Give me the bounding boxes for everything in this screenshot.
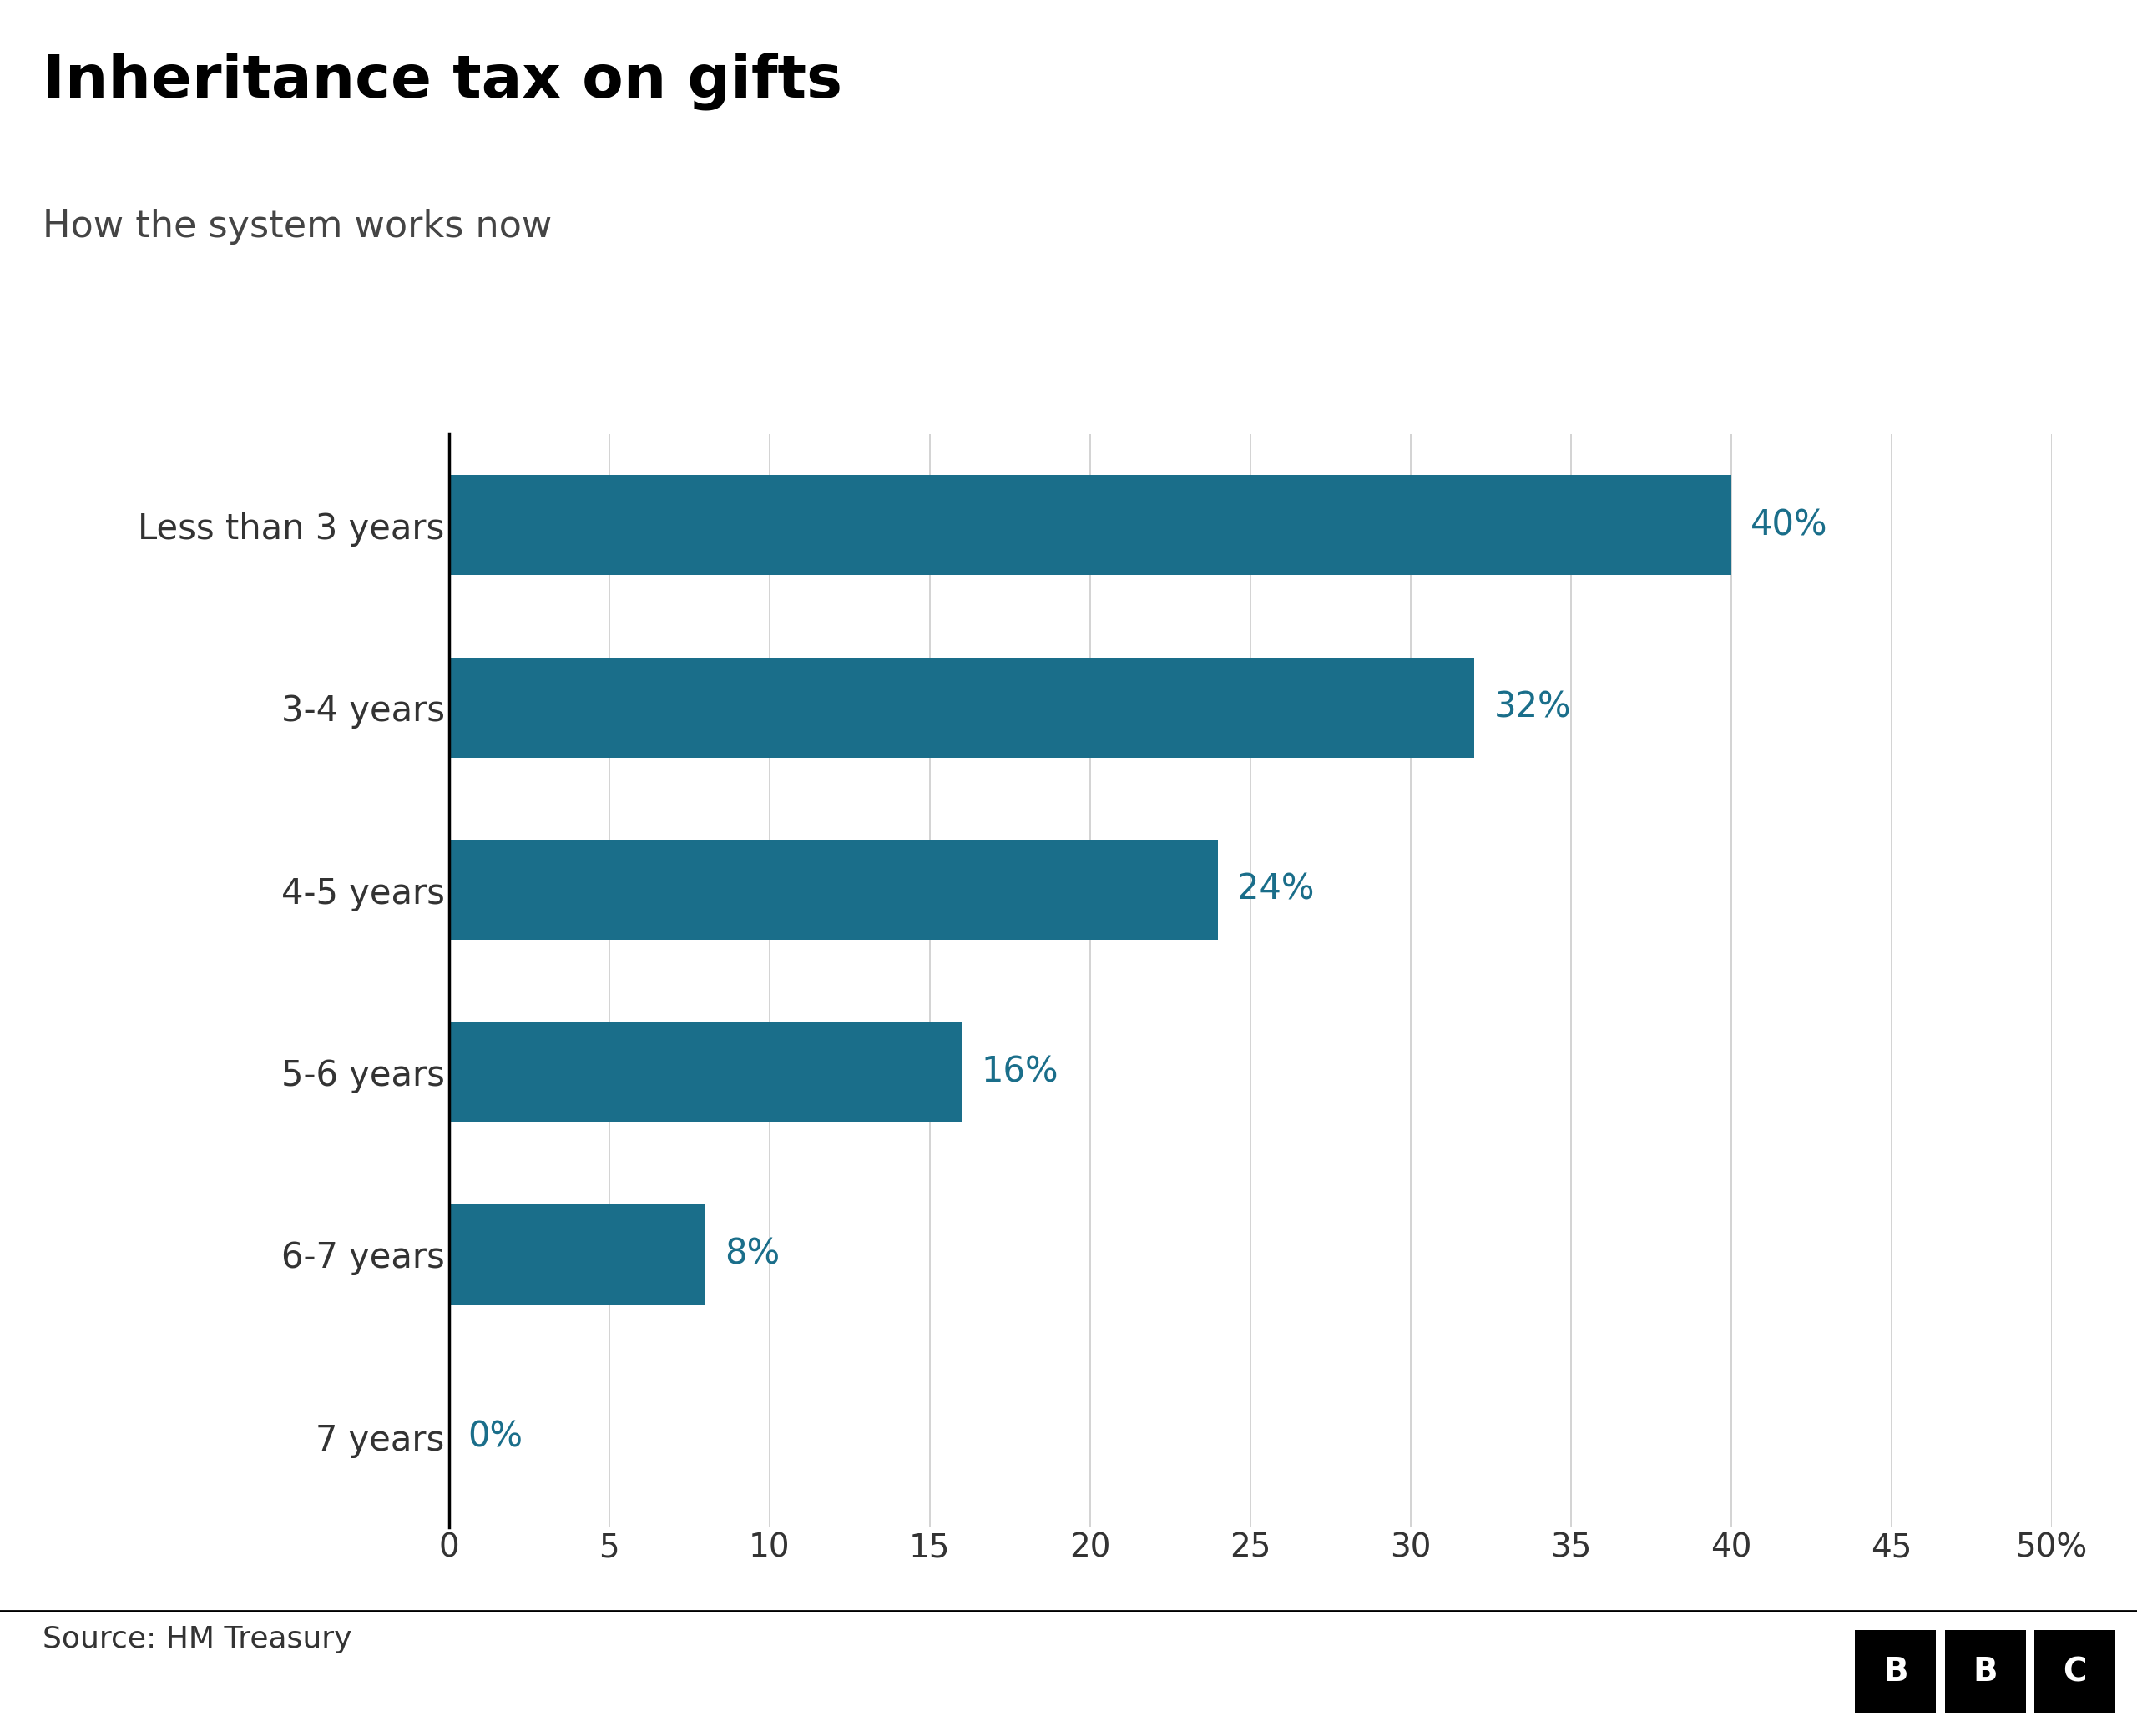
Text: 16%: 16% [981, 1054, 1058, 1090]
Text: B: B [1883, 1656, 1908, 1687]
Bar [449, 476, 1731, 575]
Text: 0%: 0% [468, 1418, 524, 1455]
Text: 8%: 8% [724, 1236, 780, 1272]
Text: How the system works now: How the system works now [43, 208, 551, 245]
Text: 24%: 24% [1237, 871, 1314, 908]
Text: 40%: 40% [1750, 507, 1827, 543]
Bar [449, 840, 1218, 939]
Bar [449, 1023, 962, 1121]
Bar [449, 1205, 705, 1304]
Bar [449, 658, 1475, 757]
Text: Source: HM Treasury: Source: HM Treasury [43, 1625, 353, 1653]
Text: 32%: 32% [1494, 689, 1571, 726]
Text: Inheritance tax on gifts: Inheritance tax on gifts [43, 52, 842, 109]
Text: B: B [1972, 1656, 1998, 1687]
Text: C: C [2062, 1656, 2088, 1687]
